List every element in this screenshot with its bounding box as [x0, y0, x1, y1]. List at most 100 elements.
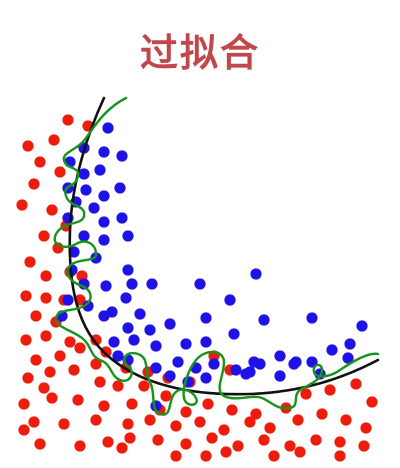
- class-b-point: [98, 216, 110, 228]
- class-a-point: [74, 342, 86, 354]
- class-a-point: [126, 398, 138, 410]
- class-a-point: [38, 382, 50, 394]
- class-b-point: [88, 202, 100, 214]
- class-a-point: [102, 436, 114, 448]
- class-a-point: [30, 354, 42, 366]
- class-a-point: [200, 450, 212, 462]
- class-a-point: [20, 290, 32, 302]
- class-b-point: [134, 308, 146, 320]
- class-a-point: [180, 406, 192, 418]
- class-a-point: [316, 408, 328, 420]
- class-a-point: [170, 450, 182, 462]
- class-a-point: [218, 424, 230, 436]
- class-a-point: [22, 372, 34, 384]
- class-b-point: [116, 150, 128, 162]
- class-a-point: [258, 434, 270, 446]
- class-b-point: [250, 268, 262, 280]
- class-a-point: [74, 440, 86, 452]
- class-a-point: [220, 446, 232, 458]
- class-b-point: [82, 300, 94, 312]
- class-b-point: [356, 320, 368, 332]
- class-a-point: [44, 366, 56, 378]
- class-b-point: [126, 278, 138, 290]
- class-a-point: [202, 398, 214, 410]
- class-a-point: [324, 384, 336, 396]
- class-a-point: [152, 434, 164, 446]
- class-b-point: [78, 230, 90, 242]
- class-b-point: [98, 234, 110, 246]
- class-a-point: [144, 414, 156, 426]
- class-a-point: [358, 440, 370, 452]
- class-b-point: [80, 184, 92, 196]
- class-b-point: [144, 324, 156, 336]
- class-b-point: [112, 350, 124, 362]
- class-b-point: [164, 318, 176, 330]
- class-a-point: [226, 404, 238, 416]
- class-b-point: [108, 336, 120, 348]
- class-b-point: [100, 280, 112, 292]
- class-a-point: [72, 394, 84, 406]
- class-a-point: [64, 336, 76, 348]
- class-b-point: [230, 364, 242, 376]
- class-a-point: [30, 310, 42, 322]
- class-b-point: [326, 344, 338, 356]
- class-a-point: [292, 414, 304, 426]
- class-a-point: [340, 414, 352, 426]
- class-b-point: [342, 352, 354, 364]
- page-title: 过拟合: [139, 31, 260, 75]
- class-a-point: [264, 422, 276, 434]
- class-a-point: [54, 166, 66, 178]
- class-a-point: [98, 400, 110, 412]
- class-a-point: [90, 414, 102, 426]
- class-b-point: [288, 358, 300, 370]
- class-b-point: [164, 370, 176, 382]
- class-b-point: [194, 278, 206, 290]
- class-b-point: [98, 146, 110, 158]
- class-b-point: [274, 370, 286, 382]
- class-a-point: [284, 440, 296, 452]
- class-a-point: [160, 390, 172, 402]
- class-a-point: [310, 434, 322, 446]
- class-b-point: [98, 310, 110, 322]
- class-a-point: [124, 432, 136, 444]
- class-a-point: [38, 230, 50, 242]
- class-a-point: [116, 442, 128, 454]
- class-a-point: [90, 334, 102, 346]
- class-a-point: [40, 270, 52, 282]
- smooth-decision-boundary: [68, 96, 380, 396]
- class-a-point: [24, 256, 36, 268]
- class-b-point: [120, 292, 132, 304]
- class-b-point: [200, 372, 212, 384]
- class-a-point: [334, 436, 346, 448]
- class-a-point: [300, 388, 312, 400]
- class-a-point: [48, 134, 60, 146]
- class-b-point: [150, 340, 162, 352]
- class-a-point: [34, 156, 46, 168]
- class-b-point: [200, 336, 212, 348]
- class-b-point: [90, 252, 102, 264]
- class-a-point: [62, 114, 74, 126]
- overfit-decision-boundary: [53, 96, 380, 416]
- class-a-point: [268, 450, 280, 462]
- class-b-point: [306, 356, 318, 368]
- class-b-point: [228, 328, 240, 340]
- class-a-point: [366, 396, 378, 408]
- class-b-point: [180, 338, 192, 350]
- class-a-point: [90, 358, 102, 370]
- class-a-point: [360, 422, 372, 434]
- class-a-point: [68, 364, 80, 376]
- class-a-point: [180, 438, 192, 450]
- class-a-point: [46, 204, 58, 216]
- class-b-point: [248, 356, 260, 368]
- class-a-point: [40, 292, 52, 304]
- class-b-point: [274, 350, 286, 362]
- class-a-point: [170, 420, 182, 432]
- class-a-point: [244, 416, 256, 428]
- class-b-point: [78, 168, 90, 180]
- class-a-point: [22, 140, 34, 152]
- class-a-point: [18, 424, 30, 436]
- class-a-point: [232, 440, 244, 452]
- class-a-point: [28, 416, 40, 428]
- class-b-point: [128, 334, 140, 346]
